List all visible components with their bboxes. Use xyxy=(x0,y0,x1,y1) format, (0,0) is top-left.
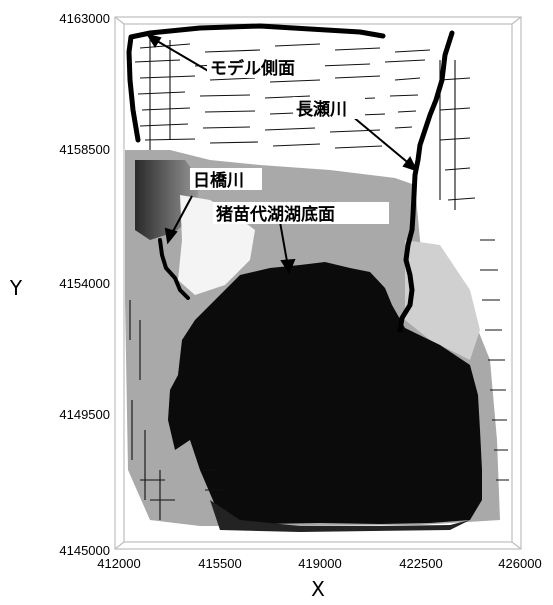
y-tick-label: 4158500 xyxy=(59,142,110,157)
x-axis-title: X xyxy=(311,577,325,601)
contour-line xyxy=(140,469,225,501)
model-side-line xyxy=(126,23,386,143)
model-side-arrow xyxy=(151,37,211,73)
nippashi-arrow xyxy=(169,195,193,238)
y-tick-label: 4154000 xyxy=(59,276,110,291)
light-terrain-east xyxy=(405,240,480,360)
contour-line xyxy=(137,91,419,101)
y-tick-label: 4149500 xyxy=(59,407,110,422)
arrowhead xyxy=(402,156,418,172)
frame-edge xyxy=(114,541,125,550)
contour-line xyxy=(439,77,476,201)
label-bg xyxy=(207,56,325,78)
contour-line xyxy=(139,123,413,133)
arrowhead xyxy=(280,258,296,275)
lake-inlet-west xyxy=(168,375,190,450)
frame-edge xyxy=(511,16,522,25)
annotation-arrows xyxy=(145,33,418,275)
x-axis: 412000 415500 419000 422500 426000 X xyxy=(97,556,541,601)
label-bg xyxy=(213,202,389,224)
mesh-contours xyxy=(129,36,509,520)
x-tick-label: 419000 xyxy=(298,556,341,571)
contour-line xyxy=(480,239,509,481)
y-tick-label: 4145000 xyxy=(59,543,110,558)
x-tick-label: 415500 xyxy=(198,556,241,571)
model-side-label: モデル側面 xyxy=(210,58,295,79)
lake-bottom-area xyxy=(178,262,482,524)
label-bg xyxy=(190,168,262,190)
contour-line xyxy=(139,75,421,83)
inner-frame xyxy=(123,23,513,543)
nagase-river-label: 長瀬川 xyxy=(296,100,347,120)
y-axis: 4163000 4158500 4154000 4149500 4145000 … xyxy=(9,11,110,558)
nippashi-river-label: 日橋川 xyxy=(193,170,244,191)
outer-frame xyxy=(114,16,522,550)
bounding-box xyxy=(114,16,522,550)
label-bg xyxy=(293,97,365,119)
x-tick-label: 412000 xyxy=(97,556,140,571)
lake-bottom-label: 猪苗代湖湖底面 xyxy=(216,204,335,225)
arrowhead xyxy=(145,33,162,48)
y-axis-title: Y xyxy=(9,276,23,300)
contour-line xyxy=(149,36,456,210)
arrowhead xyxy=(164,227,178,245)
lake-edge-south xyxy=(210,500,470,532)
frame-edge xyxy=(114,16,125,25)
contour-line xyxy=(129,300,161,520)
rivers xyxy=(126,23,455,333)
frame-edge xyxy=(511,541,522,550)
x-tick-label: 422500 xyxy=(399,556,442,571)
y-tick-label: 4163000 xyxy=(59,11,110,26)
x-tick-label: 426000 xyxy=(498,556,541,571)
nippashi-river xyxy=(158,238,190,300)
nagase-river xyxy=(397,30,455,333)
nagase-arrow xyxy=(351,115,413,167)
annotation-labels: モデル側面 長瀬川 日橋川 猪苗代湖湖底面 xyxy=(190,56,389,225)
lake-bottom-arrow xyxy=(279,221,289,268)
